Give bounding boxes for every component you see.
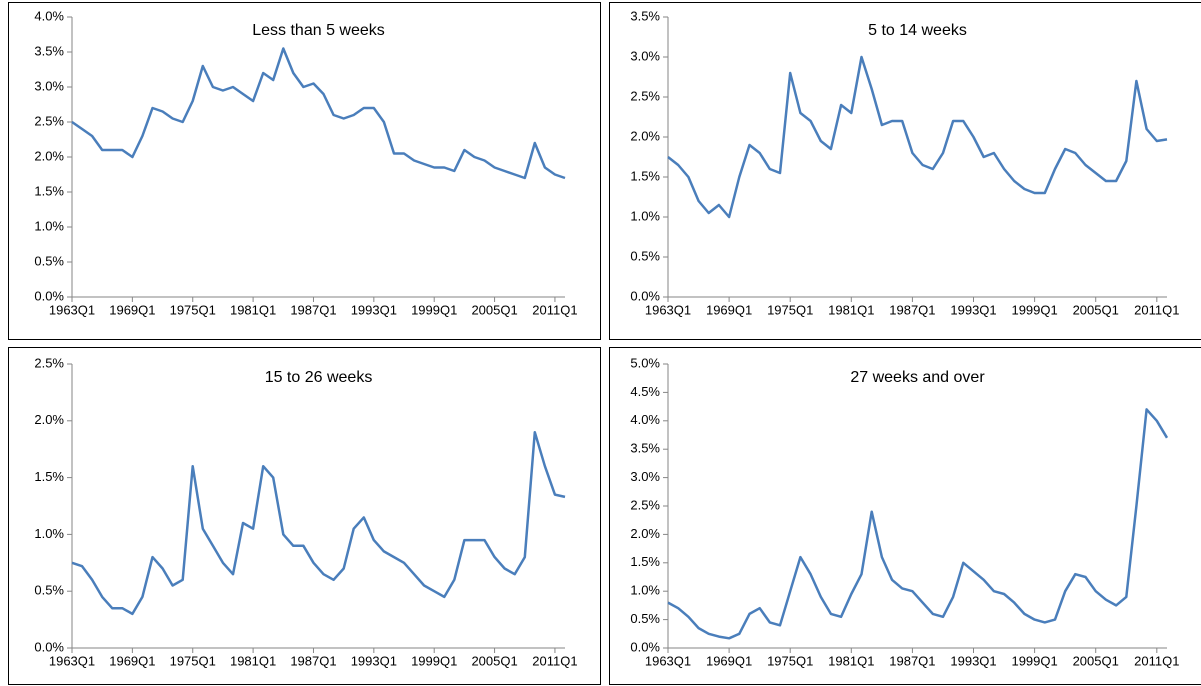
y-tick-label: 3.0% [630, 48, 660, 63]
x-tick-label: 1993Q1 [950, 302, 996, 317]
x-tick-label: 2011Q1 [532, 653, 577, 668]
panel-border [609, 347, 1201, 685]
y-tick-label: 1.0% [630, 583, 660, 598]
y-tick-label: 0.0% [34, 288, 64, 303]
panel-border [8, 2, 601, 340]
x-tick-label: 2005Q1 [471, 653, 517, 668]
x-tick-label: 1963Q1 [49, 302, 95, 317]
chart-title: 15 to 26 weeks [265, 369, 373, 386]
x-tick-label: 1999Q1 [411, 302, 457, 317]
y-tick-label: 2.0% [34, 148, 64, 163]
y-tick-label: 1.0% [34, 526, 64, 541]
y-tick-label: 5.0% [630, 355, 660, 370]
data-line [667, 408, 1169, 640]
y-tick-label: 0.0% [630, 639, 660, 654]
x-tick-label: 1981Q1 [230, 302, 276, 317]
x-tick-label: 1987Q1 [889, 653, 935, 668]
y-tick-label: 0.5% [34, 583, 64, 598]
x-tick-label: 1987Q1 [290, 653, 336, 668]
y-tick-label: 1.5% [34, 183, 64, 198]
x-tick-label: 1969Q1 [109, 302, 155, 317]
y-tick-label: 4.0% [34, 8, 64, 23]
x-tick-label: 1993Q1 [950, 653, 996, 668]
data-line [71, 47, 566, 180]
y-tick-label: 1.0% [34, 218, 64, 233]
x-tick-label: 1981Q1 [230, 653, 276, 668]
x-tick-label: 1975Q1 [767, 302, 813, 317]
x-tick-label: 2005Q1 [471, 302, 517, 317]
y-tick-label: 3.5% [630, 441, 660, 456]
x-tick-label: 1987Q1 [889, 302, 935, 317]
y-tick-label: 1.0% [630, 208, 660, 223]
y-tick-label: 3.0% [630, 469, 660, 484]
y-tick-label: 2.5% [630, 88, 660, 103]
y-tick-label: 4.0% [630, 412, 660, 427]
x-tick-label: 1993Q1 [351, 302, 397, 317]
y-tick-label: 2.0% [630, 128, 660, 143]
x-tick-label: 2011Q1 [1134, 302, 1179, 317]
x-tick-label: 1969Q1 [706, 653, 752, 668]
y-tick-label: 2.5% [630, 497, 660, 512]
chart-title: 5 to 14 weeks [868, 22, 967, 39]
y-tick-label: 0.5% [34, 253, 64, 268]
x-tick-label: 1975Q1 [170, 653, 216, 668]
data-line [667, 55, 1168, 219]
x-tick-label: 1981Q1 [828, 653, 874, 668]
x-tick-label: 1999Q1 [1011, 653, 1057, 668]
x-tick-label: 1987Q1 [290, 302, 336, 317]
x-tick-label: 1975Q1 [170, 302, 216, 317]
x-tick-label: 1999Q1 [411, 653, 457, 668]
y-tick-label: 0.5% [630, 611, 660, 626]
x-tick-label: 1963Q1 [49, 653, 95, 668]
y-tick-label: 2.0% [630, 526, 660, 541]
y-tick-label: 0.0% [34, 639, 64, 654]
y-tick-label: 1.5% [630, 168, 660, 183]
y-tick-label: 3.5% [630, 8, 660, 23]
data-line [71, 430, 566, 616]
y-tick-label: 0.5% [630, 248, 660, 263]
x-tick-label: 1963Q1 [645, 302, 691, 317]
x-tick-label: 1963Q1 [645, 653, 691, 668]
y-tick-label: 4.5% [630, 384, 660, 399]
x-tick-label: 2011Q1 [1134, 653, 1179, 668]
y-tick-label: 2.0% [34, 412, 64, 427]
panel-border [609, 2, 1201, 340]
x-tick-label: 2005Q1 [1073, 302, 1119, 317]
y-tick-label: 1.5% [34, 469, 64, 484]
panel-border [8, 347, 601, 685]
y-tick-label: 0.0% [630, 288, 660, 303]
x-tick-label: 1981Q1 [828, 302, 874, 317]
y-tick-label: 2.5% [34, 355, 64, 370]
chart-title: Less than 5 weeks [252, 22, 385, 39]
x-tick-label: 2005Q1 [1073, 653, 1119, 668]
x-tick-label: 2011Q1 [532, 302, 577, 317]
y-tick-label: 3.5% [34, 43, 64, 58]
y-tick-label: 3.0% [34, 78, 64, 93]
y-tick-label: 1.5% [630, 554, 660, 569]
x-tick-label: 1969Q1 [109, 653, 155, 668]
x-tick-label: 1993Q1 [351, 653, 397, 668]
chart-title: 27 weeks and over [850, 369, 985, 386]
y-tick-label: 2.5% [34, 113, 64, 128]
x-tick-label: 1999Q1 [1011, 302, 1057, 317]
x-tick-label: 1975Q1 [767, 653, 813, 668]
x-tick-label: 1969Q1 [706, 302, 752, 317]
